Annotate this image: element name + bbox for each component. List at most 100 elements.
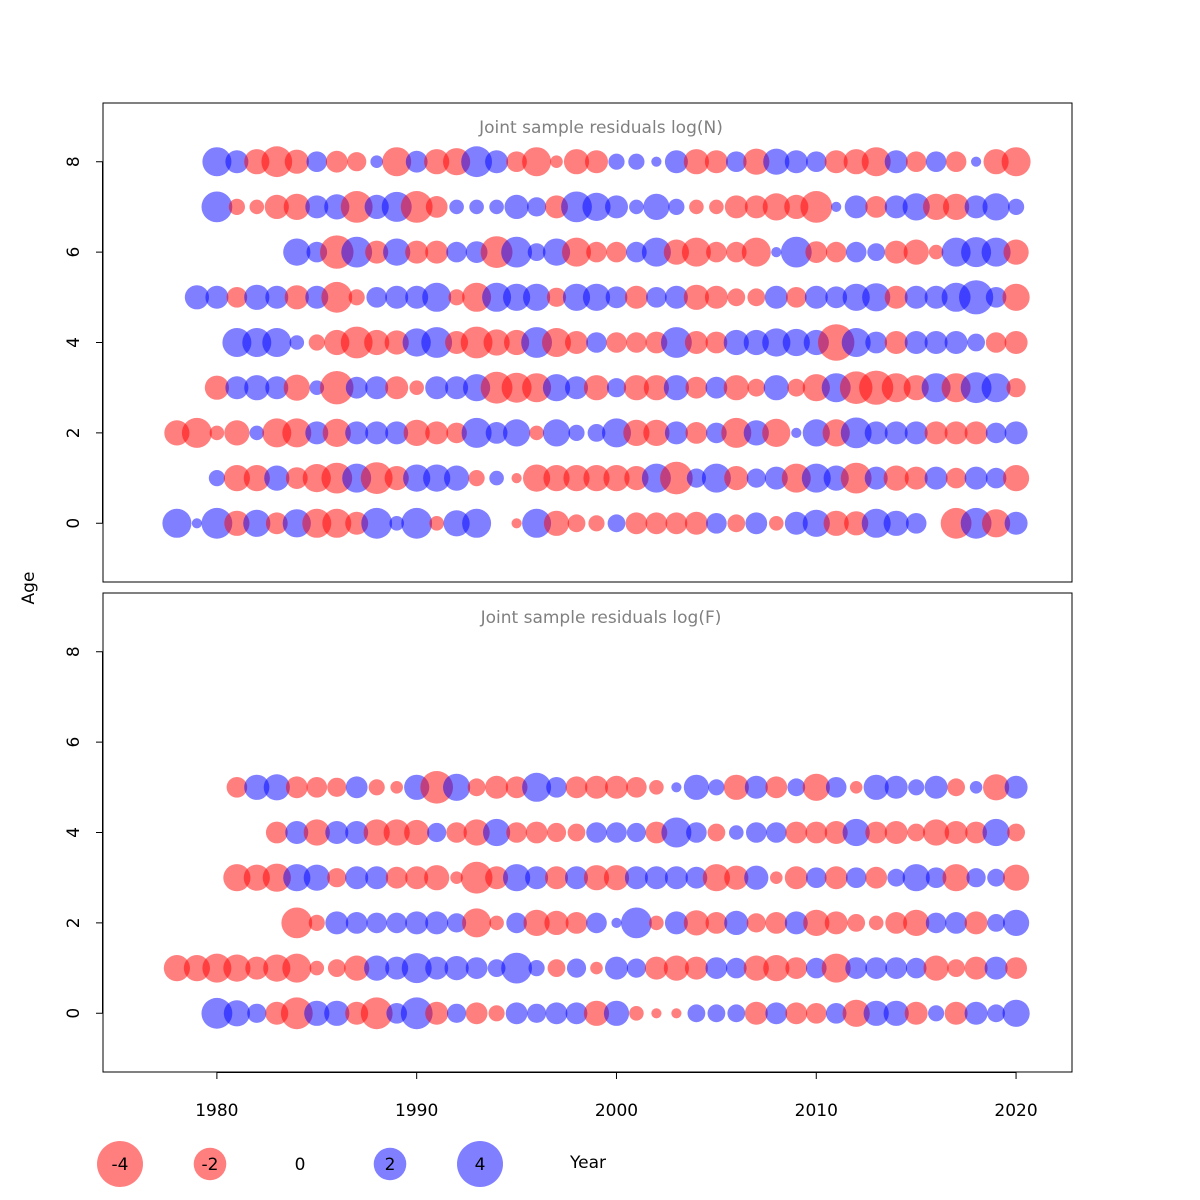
- residual-bubble: [205, 285, 229, 309]
- residual-bubble: [904, 466, 928, 490]
- residual-bubble: [404, 819, 430, 846]
- residual-bubble: [327, 868, 347, 888]
- residual-bubble: [567, 823, 586, 842]
- residual-bubble: [626, 241, 647, 263]
- residual-bubble: [261, 146, 293, 178]
- residual-bubble: [522, 772, 552, 802]
- residual-bubble: [785, 821, 808, 844]
- residual-bubble: [348, 289, 365, 306]
- residual-bubble: [607, 514, 626, 533]
- residual-bubble: [281, 907, 313, 939]
- legend-bubble: [373, 1147, 407, 1181]
- residual-bubble: [867, 243, 886, 261]
- residual-bubble: [744, 775, 768, 799]
- residual-bubble: [325, 911, 349, 935]
- residual-bubble: [724, 195, 748, 219]
- residual-bubble: [905, 957, 927, 979]
- residual-bubble: [347, 152, 367, 172]
- residual-bubble: [223, 465, 250, 492]
- residual-bubble: [364, 194, 389, 219]
- residual-bubble: [425, 196, 448, 218]
- residual-bubble: [562, 237, 591, 267]
- residual-bubble: [304, 1000, 330, 1026]
- residual-bubble: [902, 864, 930, 892]
- residual-bubble: [904, 1001, 928, 1025]
- y-tick-label: 2: [64, 427, 84, 438]
- residual-bubble: [425, 240, 449, 264]
- residual-bubble: [421, 327, 453, 358]
- residual-bubble: [705, 376, 728, 399]
- residual-bubble: [364, 329, 390, 356]
- residual-bubble: [781, 463, 811, 493]
- residual-bubble: [626, 958, 647, 978]
- residual-bubble: [506, 151, 527, 172]
- residual-bubble: [344, 955, 370, 981]
- residual-bubble: [525, 821, 548, 844]
- residual-bubble: [586, 241, 607, 263]
- residual-bubble: [546, 287, 567, 307]
- residual-bubble: [365, 240, 389, 264]
- residual-bubble: [885, 957, 908, 979]
- residual-bubble: [460, 326, 493, 359]
- residual-bubble: [603, 1000, 630, 1026]
- residual-bubble: [684, 956, 708, 980]
- residual-bubble: [606, 378, 627, 398]
- residual-bubble: [863, 1000, 889, 1026]
- residual-bubble: [485, 422, 508, 444]
- residual-bubble: [945, 151, 967, 172]
- residual-bubble: [302, 508, 332, 538]
- residual-bubble: [1008, 198, 1025, 215]
- residual-bubble: [885, 912, 908, 934]
- residual-bubble: [643, 375, 670, 401]
- residual-bubble: [263, 954, 291, 982]
- residual-bubble: [501, 952, 532, 984]
- residual-bubble: [224, 510, 250, 536]
- residual-bubble: [202, 953, 232, 983]
- residual-bubble: [523, 283, 551, 311]
- residual-bubble: [425, 1001, 449, 1025]
- residual-bubble: [403, 419, 430, 446]
- residual-bubble: [247, 1003, 267, 1023]
- residual-bubble: [605, 956, 628, 980]
- residual-bubble: [423, 464, 451, 492]
- residual-bubble: [1002, 283, 1030, 311]
- residual-bubble: [529, 425, 544, 441]
- residual-bubble: [385, 956, 409, 980]
- residual-bubble: [771, 247, 782, 258]
- residual-bubble: [925, 912, 947, 934]
- residual-bubble: [340, 326, 373, 359]
- residual-bubble: [249, 199, 265, 215]
- residual-bubble: [542, 374, 571, 402]
- residual-bubble: [401, 507, 433, 539]
- residual-bubble: [687, 1004, 706, 1023]
- residual-bubble: [841, 328, 871, 357]
- x-tick-label: 1990: [395, 1101, 438, 1121]
- residual-bubble: [865, 331, 888, 354]
- legend: -4 -2 0 2 4: [97, 1141, 503, 1187]
- residual-bubble: [971, 156, 982, 167]
- residual-bubble: [845, 867, 867, 888]
- residual-bubble: [264, 465, 290, 491]
- residual-bubble: [305, 195, 329, 219]
- residual-bubble: [865, 866, 888, 889]
- residual-bubble: [645, 512, 668, 535]
- residual-bubble: [965, 821, 987, 844]
- residual-bubble: [947, 778, 965, 797]
- residual-bubble: [681, 237, 711, 267]
- residual-bubble: [201, 997, 233, 1029]
- residual-bubble: [668, 198, 685, 215]
- residual-bubble: [787, 378, 806, 397]
- residual-bubble: [825, 286, 848, 309]
- residual-bubble: [446, 422, 467, 444]
- residual-bubble: [523, 464, 551, 492]
- residual-bubble: [322, 418, 351, 447]
- legend-label: 0: [295, 1155, 306, 1175]
- residual-bubble: [429, 516, 445, 531]
- residual-bubble: [308, 914, 325, 932]
- residual-bubble: [944, 821, 968, 844]
- residual-bubble: [181, 417, 212, 448]
- residual-bubble: [747, 378, 766, 397]
- residual-bubble: [726, 241, 747, 263]
- panel-title: Joint sample residuals log(N): [478, 118, 723, 138]
- residual-bubble: [403, 464, 431, 492]
